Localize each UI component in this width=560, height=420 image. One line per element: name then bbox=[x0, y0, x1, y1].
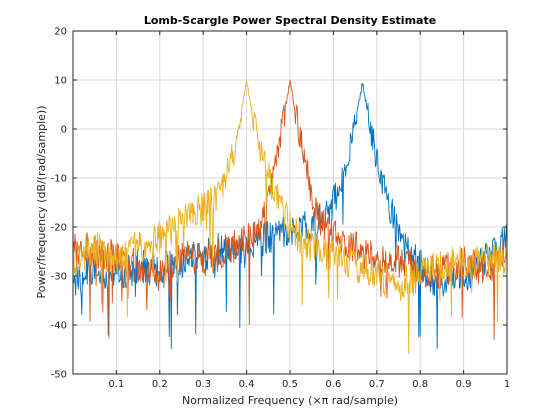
x-tick-label: 0.6 bbox=[325, 379, 341, 390]
chart-title: Lomb-Scargle Power Spectral Density Esti… bbox=[144, 14, 436, 27]
y-tick-label: 0 bbox=[61, 125, 67, 136]
x-tick-label: 0.7 bbox=[369, 379, 385, 390]
x-tick-label: 0.3 bbox=[195, 379, 211, 390]
y-tick-label: -30 bbox=[51, 272, 67, 283]
x-tick-label: 0.1 bbox=[108, 379, 124, 390]
x-tick-label: 0.2 bbox=[152, 379, 168, 390]
series-layer bbox=[72, 79, 508, 355]
x-axis-label: Normalized Frequency (×π rad/sample) bbox=[182, 394, 398, 407]
axis-ticks: 0.1 0.2 0.3 0.4 0.5 0.6 0.7 0.8 0.9 1 -50 -40 -30 -20… bbox=[51, 27, 511, 391]
y-tick-label: -40 bbox=[51, 321, 67, 332]
y-tick-label: 10 bbox=[54, 76, 67, 87]
x-tick-label: 1 bbox=[504, 379, 510, 390]
x-tick-label: 0.9 bbox=[456, 379, 472, 390]
spectrum-series-3 bbox=[72, 81, 508, 355]
y-tick-label: -50 bbox=[51, 370, 67, 381]
y-tick-label: 20 bbox=[54, 27, 67, 38]
y-tick-label: -20 bbox=[51, 223, 67, 234]
x-tick-label: 0.5 bbox=[282, 379, 298, 390]
x-tick-label: 0.4 bbox=[239, 379, 255, 390]
y-tick-label: -10 bbox=[51, 174, 67, 185]
spectrum-series-2 bbox=[72, 79, 508, 340]
y-axis-label: Power/frequency (dB/(rad/sample)) bbox=[35, 106, 48, 299]
x-tick-label: 0.8 bbox=[412, 379, 428, 390]
